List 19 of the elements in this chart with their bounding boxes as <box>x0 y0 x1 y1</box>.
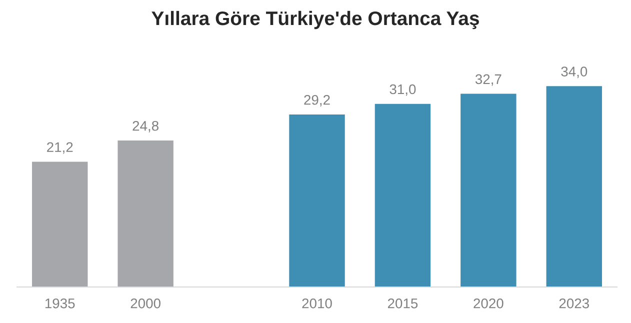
bar <box>460 94 516 287</box>
data-label: 32,7 <box>475 74 502 86</box>
data-label: 24,8 <box>132 120 158 132</box>
x-tick-label: 1935 <box>45 298 75 308</box>
bar <box>32 162 88 287</box>
data-label: 31,0 <box>390 84 416 96</box>
x-tick-label: 2000 <box>130 298 160 308</box>
x-tick-label: 2020 <box>474 298 504 308</box>
x-tick-label: 2010 <box>302 298 332 308</box>
chart-title: Yıllara Göre Türkiye'de Ortanca Yaş <box>152 10 479 30</box>
bar <box>289 114 345 287</box>
x-tick-label: 2015 <box>388 298 418 308</box>
bar <box>118 140 174 287</box>
x-tick-label: 2023 <box>559 298 589 308</box>
bar <box>546 86 602 287</box>
data-label: 29,2 <box>304 94 330 106</box>
data-label: 34,0 <box>561 66 588 78</box>
data-label: 21,2 <box>47 142 73 154</box>
bar <box>374 104 431 287</box>
